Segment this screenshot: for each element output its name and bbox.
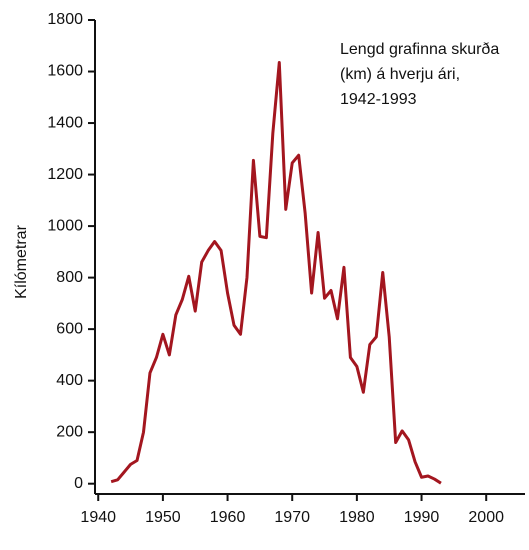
annotation: 1942-1993	[340, 91, 417, 108]
annotation: Lengd grafinna skurða	[340, 41, 499, 58]
x-tick-label: 1980	[339, 509, 375, 526]
x-tick-label: 1960	[210, 509, 246, 526]
y-tick-label: 1200	[47, 166, 83, 183]
y-tick-label: 600	[56, 320, 83, 337]
y-tick-label: 400	[56, 372, 83, 389]
annotation: (km) á hverju ári,	[340, 66, 460, 83]
x-tick-label: 1940	[80, 509, 116, 526]
y-tick-label: 800	[56, 269, 83, 286]
y-tick-label: 1400	[47, 114, 83, 131]
y-tick-label: 0	[74, 475, 83, 492]
y-axis-label: Kílómetrar	[13, 224, 30, 298]
y-tick-label: 200	[56, 423, 83, 440]
x-tick-label: 2000	[468, 509, 504, 526]
y-tick-label: 1600	[47, 63, 83, 80]
y-tick-label: 1800	[47, 11, 83, 28]
x-tick-label: 1970	[274, 509, 310, 526]
y-tick-label: 1000	[47, 217, 83, 234]
x-tick-label: 1950	[145, 509, 181, 526]
x-tick-label: 1990	[404, 509, 440, 526]
line	[110, 61, 442, 485]
